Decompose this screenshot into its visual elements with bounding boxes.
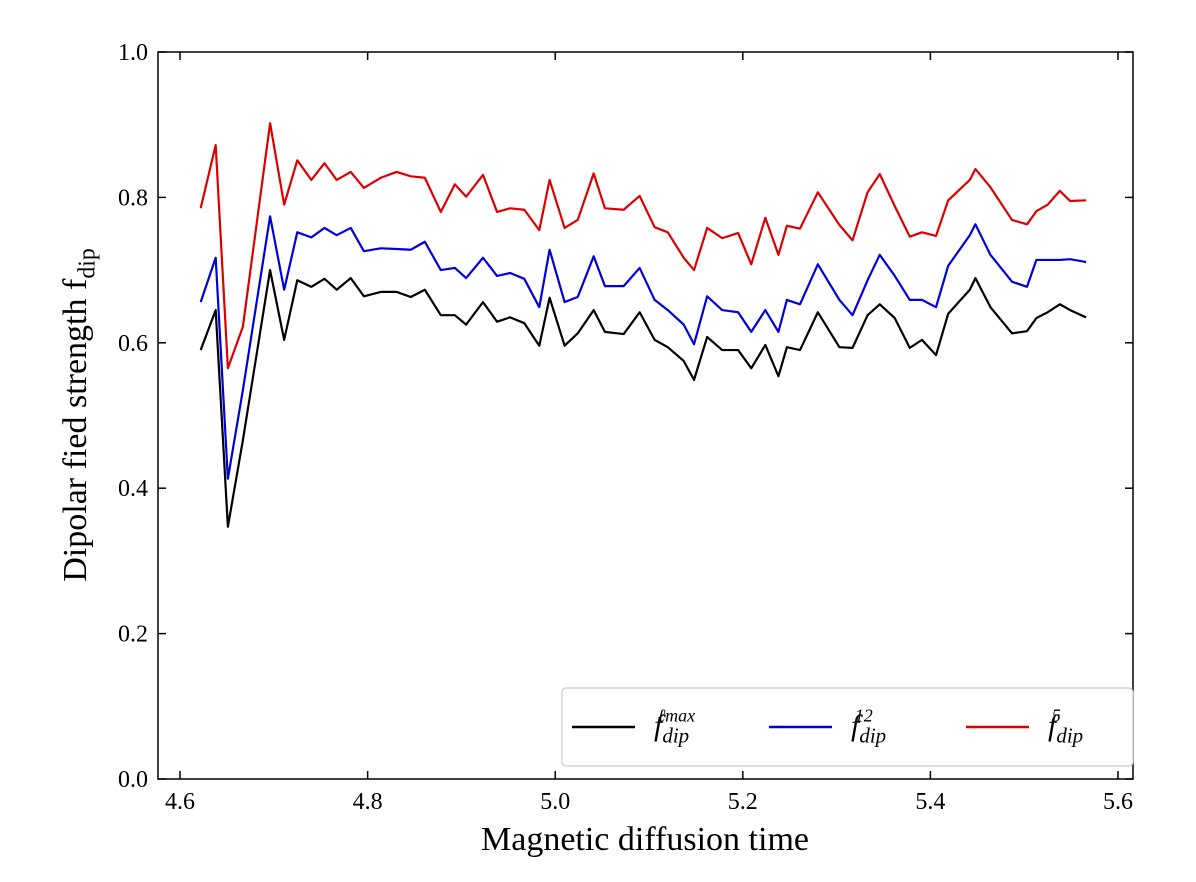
legend-box (561, 687, 1134, 767)
y-tick-label: 0.6 (118, 331, 148, 357)
legend-label: fdipℓmax (654, 706, 695, 748)
series-line (199, 122, 1087, 370)
legend-label: fdip5 (1048, 706, 1083, 748)
x-tick-label: 5.6 (1103, 789, 1133, 815)
x-tick-label: 4.6 (165, 789, 195, 815)
series-line (199, 215, 1087, 480)
y-tick-label: 0.4 (118, 476, 148, 502)
x-tick-label: 5.4 (915, 789, 945, 815)
legend-label: fdip12 (851, 706, 886, 748)
y-tick-label: 0.0 (118, 767, 148, 793)
x-tick-label: 4.8 (353, 789, 383, 815)
x-tick-label: 5.2 (728, 789, 758, 815)
series-line (199, 269, 1087, 528)
y-tick-label: 0.8 (118, 185, 148, 211)
y-tick-label: 1.0 (118, 40, 148, 66)
x-axis-label: Magnetic diffusion time (481, 821, 809, 858)
y-axis-label: Dipolar fied strength fdip (57, 248, 101, 582)
x-tick-label: 5.0 (540, 789, 570, 815)
plot-frame (157, 51, 1134, 780)
y-tick-label: 0.2 (118, 622, 148, 648)
